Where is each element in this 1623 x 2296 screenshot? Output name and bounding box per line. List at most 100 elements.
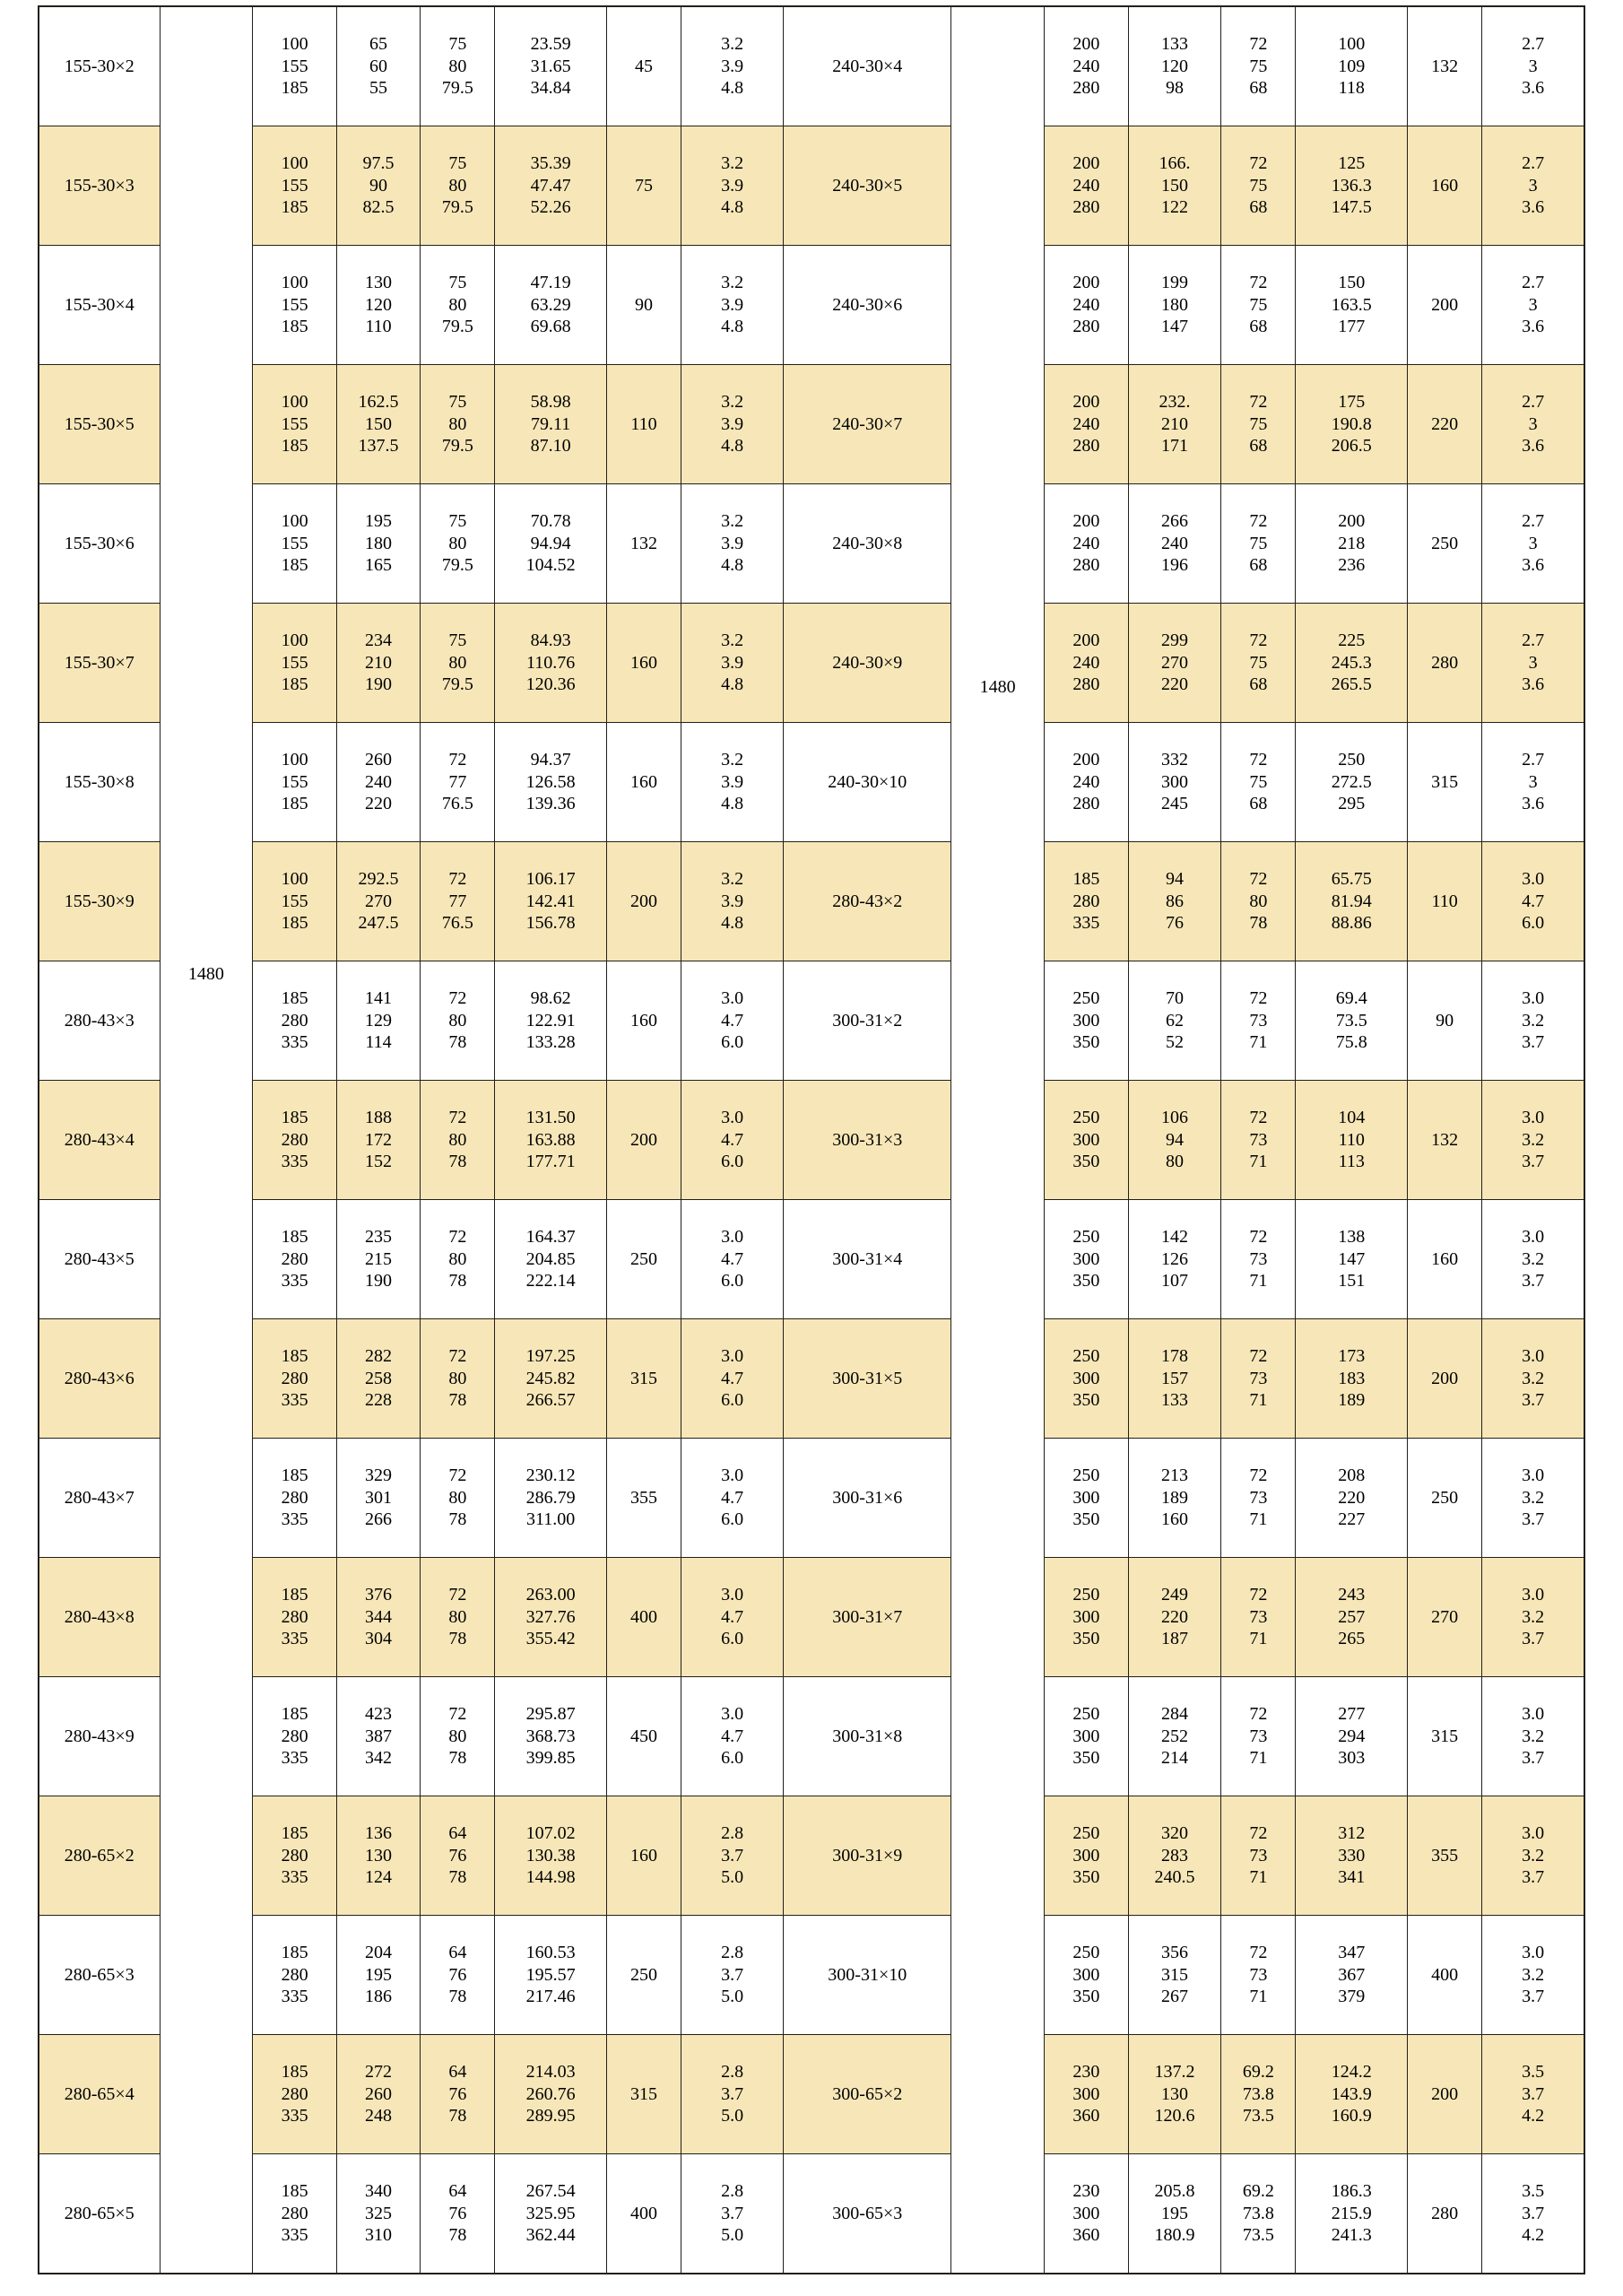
left-col-e-cell: 160: [605, 603, 682, 723]
left-col-e-cell: 400: [605, 2153, 682, 2274]
table-row: 280-43×7 185 280 335 329 301 266 72 80 78 230.12 28…: [38, 1438, 1585, 1558]
right-col-f-cell: 3.0 4.7 6.0: [1481, 841, 1585, 961]
left-col-c-cell: 75 80 79.5: [420, 245, 496, 365]
left-col-e-cell: 250: [605, 1199, 682, 1319]
right-col-a-cell: 250 300 350: [1044, 1318, 1129, 1439]
table-row: 155-30×5 100 155 185 162.5 150 137.5 75 80 79.5 58…: [38, 364, 1585, 484]
right-col-e-cell: 160: [1407, 1199, 1483, 1319]
right-col-f-cell: 3.5 3.7 4.2: [1481, 2153, 1585, 2274]
right-col-a-cell: 200 240 280: [1044, 126, 1129, 246]
left-model-cell: 280-65×5: [38, 2153, 161, 2274]
table-row: 155-30×8 100 155 185 260 240 220 72 77 76.5 94.37 1…: [38, 722, 1585, 842]
right-col-d-cell: 100 109 118: [1295, 5, 1409, 126]
right-col-d-cell: 69.4 73.5 75.8: [1295, 961, 1409, 1081]
right-col-d-cell: 243 257 265: [1295, 1557, 1409, 1677]
right-col-b-cell: 137.2 130 120.6: [1127, 2034, 1222, 2154]
right-col-a-cell: 250 300 350: [1044, 961, 1129, 1081]
right-col-c-cell: 69.2 73.8 73.5: [1220, 2034, 1297, 2154]
right-col-b-cell: 320 283 240.5: [1127, 1796, 1222, 1916]
right-col-e-cell: 132: [1407, 5, 1483, 126]
right-col-a-cell: 185 280 335: [1044, 841, 1129, 961]
left-model-cell: 280-65×2: [38, 1796, 161, 1916]
left-model-cell: 155-30×3: [38, 126, 161, 246]
left-col-f-cell: 2.8 3.7 5.0: [681, 1796, 785, 1916]
left-col-e-cell: 160: [605, 1796, 682, 1916]
left-col-b-cell: 65 60 55: [335, 5, 421, 126]
left-col-f-cell: 2.8 3.7 5.0: [681, 1915, 785, 2035]
left-col-c-cell: 72 80 78: [420, 961, 496, 1081]
right-col-b-cell: 166. 150 122: [1127, 126, 1222, 246]
left-col-a-cell: 185 280 335: [252, 1557, 337, 1677]
left-col-c-cell: 72 80 78: [420, 1438, 496, 1558]
left-col-f-cell: 3.2 3.9 4.8: [681, 841, 785, 961]
left-col-f-cell: 3.0 4.7 6.0: [681, 961, 785, 1081]
right-col-f-cell: 3.0 3.2 3.7: [1481, 961, 1585, 1081]
right-col-f-cell: 2.7 3 3.6: [1481, 483, 1585, 604]
left-col-f-cell: 3.0 4.7 6.0: [681, 1557, 785, 1677]
table-row: 280-43×4 185 280 335 188 172 152 72 80 78 131.50 16…: [38, 1080, 1585, 1200]
left-col-c-cell: 75 80 79.5: [420, 603, 496, 723]
right-col-a-cell: 230 300 360: [1044, 2034, 1129, 2154]
mid-model-cell: 300-31×7: [783, 1557, 952, 1677]
right-col-e-cell: 220: [1407, 364, 1483, 484]
right-col-d-cell: 312 330 341: [1295, 1796, 1409, 1916]
left-col-c-cell: 64 76 78: [420, 1796, 496, 1916]
right-col-f-cell: 3.0 3.2 3.7: [1481, 1557, 1585, 1677]
left-col-a-cell: 185 280 335: [252, 1438, 337, 1558]
right-col-f-cell: 3.0 3.2 3.7: [1481, 1318, 1585, 1439]
left-model-cell: 155-30×9: [38, 841, 161, 961]
left-col-a-cell: 100 155 185: [252, 483, 337, 604]
left-speed-span-cell: 1480: [159, 5, 254, 2274]
left-col-d-cell: 267.54 325.95 362.44: [494, 2153, 607, 2274]
table-row: 155-30×6 100 155 185 195 180 165 75 80 79.5 70.78 9…: [38, 483, 1585, 604]
right-col-c-cell: 72 75 68: [1220, 5, 1297, 126]
right-col-e-cell: 200: [1407, 1318, 1483, 1439]
right-col-d-cell: 175 190.8 206.5: [1295, 364, 1409, 484]
table-row: 280-65×4 185 280 335 272 260 248 64 76 78 214.03 26…: [38, 2034, 1585, 2154]
left-col-a-cell: 100 155 185: [252, 364, 337, 484]
right-col-a-cell: 200 240 280: [1044, 483, 1129, 604]
right-col-e-cell: 280: [1407, 2153, 1483, 2274]
left-col-d-cell: 197.25 245.82 266.57: [494, 1318, 607, 1439]
left-col-d-cell: 98.62 122.91 133.28: [494, 961, 607, 1081]
right-col-d-cell: 186.3 215.9 241.3: [1295, 2153, 1409, 2274]
right-col-c-cell: 72 75 68: [1220, 483, 1297, 604]
left-col-b-cell: 260 240 220: [335, 722, 421, 842]
right-col-b-cell: 94 86 76: [1127, 841, 1222, 961]
left-col-b-cell: 130 120 110: [335, 245, 421, 365]
left-col-b-cell: 235 215 190: [335, 1199, 421, 1319]
right-col-e-cell: 250: [1407, 1438, 1483, 1558]
mid-model-cell: 300-31×10: [783, 1915, 952, 2035]
mid-model-cell: 240-30×4: [783, 5, 952, 126]
specification-table: 155-30×2 1480 100 155 185 65 60 55 75 80 79.5 23.59…: [38, 5, 1585, 2274]
right-col-a-cell: 250 300 350: [1044, 1080, 1129, 1200]
mid-model-cell: 300-31×2: [783, 961, 952, 1081]
mid-model-cell: 300-31×4: [783, 1199, 952, 1319]
left-col-a-cell: 100 155 185: [252, 603, 337, 723]
right-col-e-cell: 400: [1407, 1915, 1483, 2035]
left-model-cell: 280-65×4: [38, 2034, 161, 2154]
left-model-cell: 155-30×7: [38, 603, 161, 723]
table-row: 155-30×7 100 155 185 234 210 190 75 80 79.5 84.93 1…: [38, 603, 1585, 723]
left-col-d-cell: 84.93 110.76 120.36: [494, 603, 607, 723]
left-col-f-cell: 3.2 3.9 4.8: [681, 722, 785, 842]
left-col-d-cell: 263.00 327.76 355.42: [494, 1557, 607, 1677]
left-col-e-cell: 132: [605, 483, 682, 604]
left-col-c-cell: 72 80 78: [420, 1676, 496, 1796]
left-model-cell: 280-43×8: [38, 1557, 161, 1677]
left-col-d-cell: 295.87 368.73 399.85: [494, 1676, 607, 1796]
left-col-c-cell: 72 80 78: [420, 1080, 496, 1200]
right-col-c-cell: 72 73 71: [1220, 1080, 1297, 1200]
mid-model-cell: 280-43×2: [783, 841, 952, 961]
right-col-a-cell: 250 300 350: [1044, 1796, 1129, 1916]
left-model-cell: 280-43×3: [38, 961, 161, 1081]
right-col-d-cell: 250 272.5 295: [1295, 722, 1409, 842]
right-col-c-cell: 72 73 71: [1220, 1318, 1297, 1439]
right-col-b-cell: 106 94 80: [1127, 1080, 1222, 1200]
table-row: 280-65×2 185 280 335 136 130 124 64 76 78 107.02 13…: [38, 1796, 1585, 1916]
left-col-f-cell: 3.0 4.7 6.0: [681, 1199, 785, 1319]
right-col-d-cell: 125 136.3 147.5: [1295, 126, 1409, 246]
right-col-f-cell: 2.7 3 3.6: [1481, 603, 1585, 723]
right-col-e-cell: 90: [1407, 961, 1483, 1081]
